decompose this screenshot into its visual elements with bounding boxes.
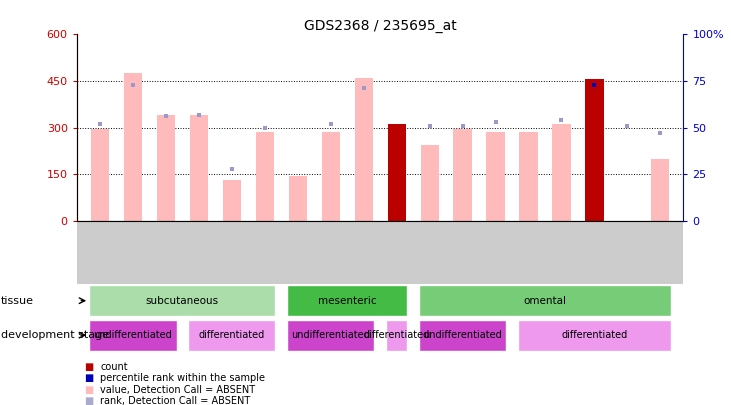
- Text: omental: omental: [523, 296, 567, 306]
- Text: differentiated: differentiated: [363, 330, 430, 340]
- Bar: [188, 320, 276, 351]
- Bar: [256, 132, 274, 221]
- Bar: [486, 132, 504, 221]
- Text: differentiated: differentiated: [199, 330, 265, 340]
- Bar: [156, 115, 175, 221]
- Bar: [322, 132, 340, 221]
- Bar: [453, 129, 471, 221]
- Text: undifferentiated: undifferentiated: [94, 330, 173, 340]
- Bar: [89, 320, 176, 351]
- Bar: [518, 320, 671, 351]
- Bar: [91, 129, 109, 221]
- Bar: [419, 285, 671, 316]
- Bar: [223, 180, 240, 221]
- Bar: [420, 145, 439, 221]
- Bar: [386, 320, 407, 351]
- Bar: [287, 320, 374, 351]
- Text: ■: ■: [84, 373, 94, 383]
- Bar: [586, 79, 604, 221]
- Bar: [287, 285, 407, 316]
- Text: undifferentiated: undifferentiated: [423, 330, 502, 340]
- Bar: [89, 285, 276, 316]
- Text: development stage: development stage: [1, 330, 109, 340]
- Bar: [355, 78, 373, 221]
- Bar: [189, 115, 208, 221]
- Bar: [124, 73, 142, 221]
- Text: percentile rank within the sample: percentile rank within the sample: [100, 373, 265, 383]
- Text: subcutaneous: subcutaneous: [145, 296, 219, 306]
- Bar: [387, 124, 406, 221]
- Text: value, Detection Call = ABSENT: value, Detection Call = ABSENT: [100, 385, 255, 394]
- Bar: [553, 124, 571, 221]
- Title: GDS2368 / 235695_at: GDS2368 / 235695_at: [304, 19, 456, 33]
- Text: ■: ■: [84, 396, 94, 405]
- Bar: [289, 176, 307, 221]
- Text: ■: ■: [84, 362, 94, 372]
- Text: mesenteric: mesenteric: [318, 296, 376, 306]
- Text: undifferentiated: undifferentiated: [291, 330, 370, 340]
- Bar: [419, 320, 507, 351]
- Text: tissue: tissue: [1, 296, 34, 306]
- Text: rank, Detection Call = ABSENT: rank, Detection Call = ABSENT: [100, 396, 251, 405]
- Bar: [651, 159, 670, 221]
- Text: differentiated: differentiated: [561, 330, 628, 340]
- Bar: [520, 132, 537, 221]
- Text: ■: ■: [84, 385, 94, 394]
- Text: count: count: [100, 362, 128, 372]
